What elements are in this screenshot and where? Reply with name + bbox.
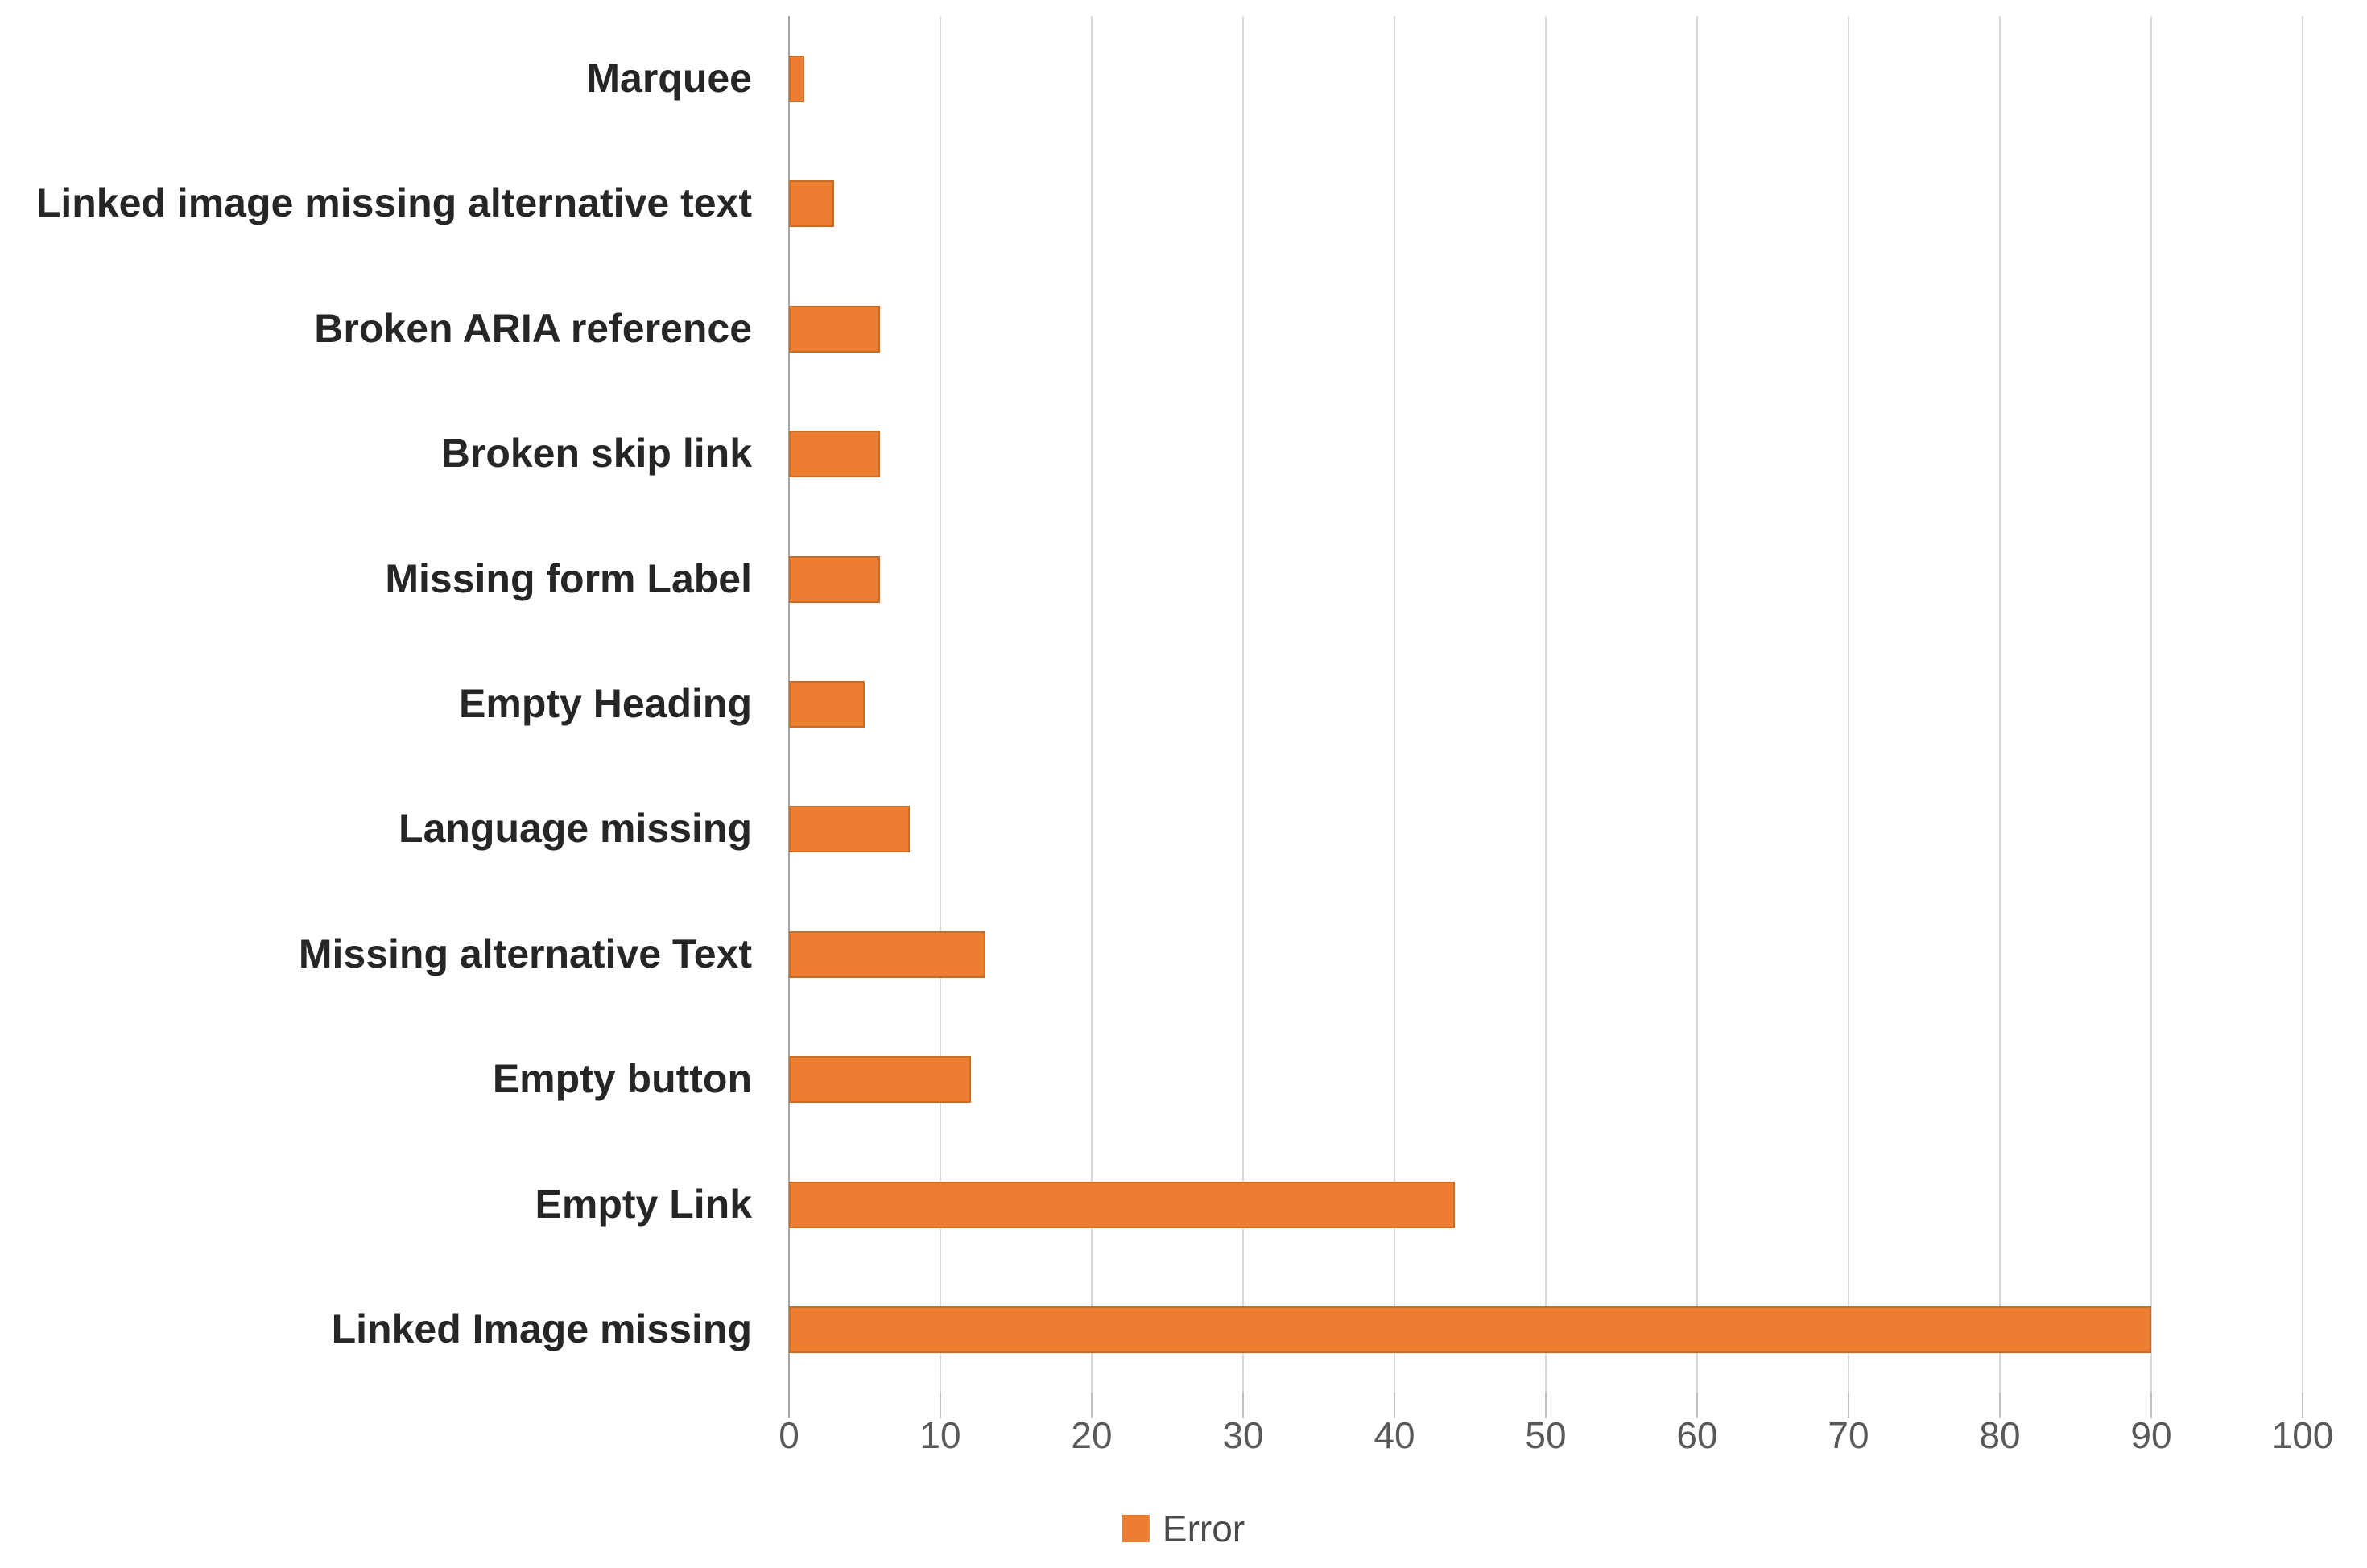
bar xyxy=(789,180,835,228)
bar xyxy=(789,305,880,353)
gridline xyxy=(1091,16,1093,1393)
category-label: Broken skip link xyxy=(440,431,752,477)
plot-area xyxy=(788,16,2303,1418)
tick-mark xyxy=(2302,1393,2303,1418)
gridline xyxy=(1999,16,2001,1393)
x-tick-label: 90 xyxy=(2130,1414,2172,1456)
bar xyxy=(789,1056,971,1104)
tick-mark xyxy=(1696,1393,1698,1418)
category-label: Linked image missing alternative text xyxy=(35,180,752,226)
x-tick-label: 30 xyxy=(1222,1414,1264,1456)
gridline xyxy=(1545,16,1547,1393)
category-label: Empty Link xyxy=(535,1181,752,1227)
gridline xyxy=(1696,16,1698,1393)
x-tick-label: 0 xyxy=(779,1414,799,1456)
bar xyxy=(789,555,880,603)
category-label: Linked Image missing xyxy=(331,1306,752,1352)
x-tick-label: 50 xyxy=(1525,1414,1567,1456)
gridline xyxy=(1848,16,1849,1393)
legend: Error xyxy=(1122,1507,1245,1550)
tick-mark xyxy=(940,1393,941,1418)
x-tick-label: 20 xyxy=(1071,1414,1113,1456)
gridline xyxy=(1394,16,1395,1393)
category-label: Marquee xyxy=(586,55,752,101)
legend-label: Error xyxy=(1162,1508,1245,1549)
category-label: Empty Heading xyxy=(459,681,752,726)
bar xyxy=(789,1181,1456,1228)
x-tick-label: 70 xyxy=(1828,1414,1869,1456)
x-tick-label: 40 xyxy=(1374,1414,1415,1456)
tick-mark xyxy=(1394,1393,1395,1418)
legend-swatch-icon xyxy=(1122,1515,1150,1542)
x-axis: 0 10 20 30 40 50 60 70 80 90 100 xyxy=(779,1413,2333,1470)
category-label: Broken ARIA reference xyxy=(314,305,752,351)
bar xyxy=(789,806,911,853)
gridline xyxy=(2302,16,2303,1393)
x-tick-label: 60 xyxy=(1676,1414,1718,1456)
gridline xyxy=(2150,16,2152,1393)
bar xyxy=(789,930,986,978)
tick-mark xyxy=(2150,1393,2152,1418)
x-tick-label: 100 xyxy=(2271,1414,2334,1456)
category-label: Language missing xyxy=(399,806,752,852)
bar xyxy=(789,681,865,728)
category-label: Missing alternative Text xyxy=(298,930,752,976)
category-label: Empty button xyxy=(492,1056,752,1102)
category-axis: Marquee Linked image missing alternative … xyxy=(0,16,766,1393)
tick-mark xyxy=(1091,1393,1093,1418)
bar xyxy=(789,1306,2151,1354)
bar xyxy=(789,431,880,478)
gridline xyxy=(940,16,941,1393)
category-label: Missing form Label xyxy=(385,555,752,601)
tick-mark xyxy=(1545,1393,1547,1418)
tick-mark xyxy=(1848,1393,1849,1418)
gridline xyxy=(1242,16,1244,1393)
x-tick-label: 80 xyxy=(1979,1414,2021,1456)
x-tick-label: 10 xyxy=(919,1414,961,1456)
bar xyxy=(789,55,804,102)
tick-mark xyxy=(1999,1393,2001,1418)
tick-mark xyxy=(1242,1393,1244,1418)
